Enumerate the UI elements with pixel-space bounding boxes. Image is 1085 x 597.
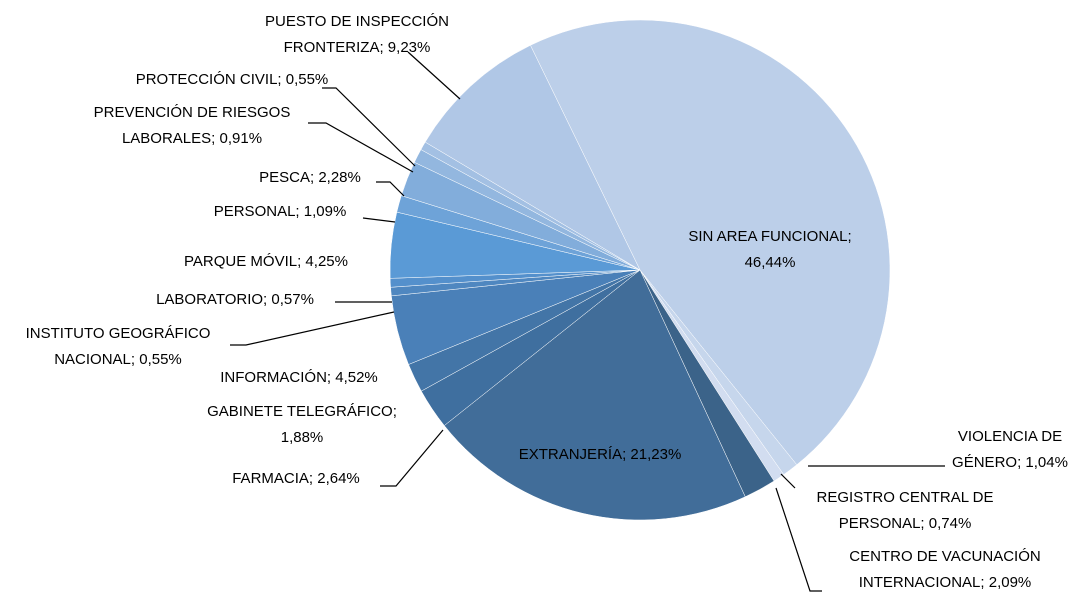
leader-line <box>376 181 405 197</box>
leader-line <box>230 311 395 346</box>
leader-line <box>322 87 416 167</box>
leader-line <box>362 217 396 223</box>
data-label: PREVENCIÓN DE RIESGOS LABORALES; 0,91% <box>93 104 291 147</box>
data-label: LABORATORIO; 0,57% <box>156 291 314 308</box>
data-label: GABINETE TELEGRÁFICO; 1,88% <box>207 403 397 446</box>
data-label: PROTECCIÓN CIVIL; 0,55% <box>135 71 329 88</box>
data-label: CENTRO DE VACUNACIÓN INTERNACIONAL; 2,09… <box>849 548 1041 591</box>
pie-slice <box>530 19 891 466</box>
leader-line <box>407 51 461 100</box>
data-label: SIN AREA FUNCIONAL; 46,44% <box>688 228 852 271</box>
leader-line <box>380 429 444 487</box>
pie-slice <box>424 44 641 271</box>
leader-line <box>780 473 796 489</box>
data-label: PUESTO DE INSPECCIÓN FRONTERIZA; 9,23% <box>265 13 449 56</box>
data-label: INSTITUTO GEOGRÁFICO NACIONAL; 0,55% <box>25 325 211 368</box>
leader-line <box>775 487 822 592</box>
data-label: FARMACIA; 2,64% <box>232 470 360 487</box>
data-label: PARQUE MÓVIL; 4,25% <box>184 253 348 270</box>
pie-slice <box>443 269 746 521</box>
leader-line <box>308 122 414 173</box>
data-label: PERSONAL; 1,09% <box>213 203 347 220</box>
data-label: VIOLENCIA DE GÉNERO; 1,04% <box>952 428 1068 471</box>
data-label: INFORMACIÓN; 4,52% <box>220 369 378 386</box>
data-label: REGISTRO CENTRAL DE PERSONAL; 0,74% <box>816 489 994 532</box>
data-label: EXTRANJERÍA; 21,23% <box>518 446 682 463</box>
data-label: PESCA; 2,28% <box>259 169 361 186</box>
